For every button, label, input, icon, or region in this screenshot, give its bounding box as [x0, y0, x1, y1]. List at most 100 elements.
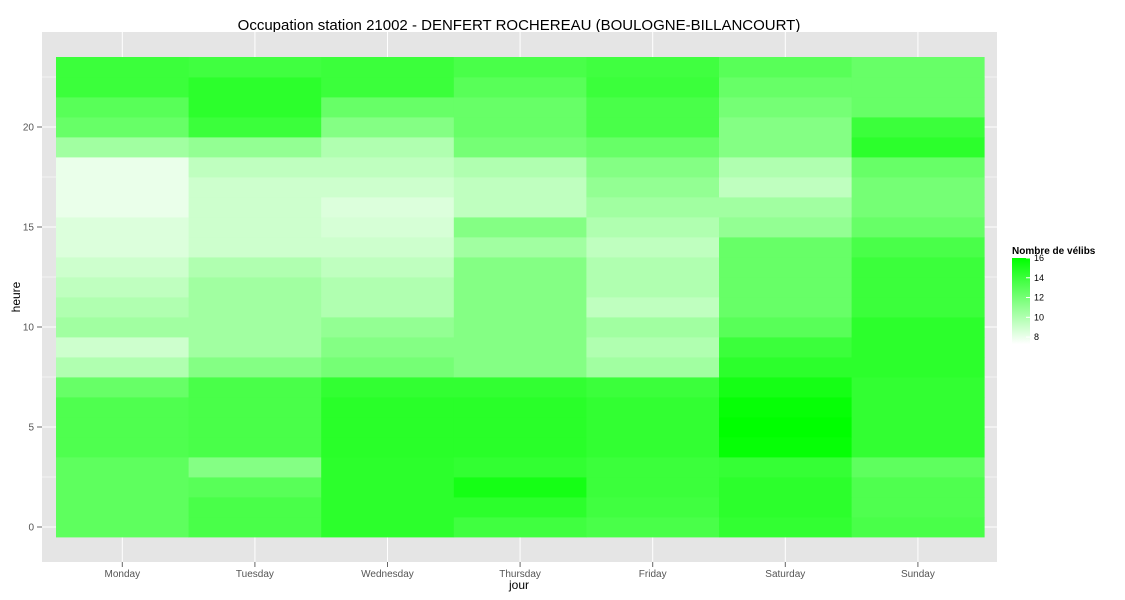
heatmap-cell: [586, 457, 720, 478]
heatmap-cell: [851, 117, 985, 138]
heatmap-cell: [188, 77, 322, 98]
heatmap-cell: [188, 177, 322, 198]
heatmap-cell: [719, 197, 852, 218]
heatmap-cell: [321, 117, 455, 138]
x-axis-title: jour: [508, 578, 529, 592]
heatmap-cell: [321, 57, 455, 78]
heatmap-cell: [188, 457, 322, 478]
heatmap-cell: [321, 377, 455, 398]
heatmap-cell: [56, 117, 189, 138]
heatmap-tiles: [56, 57, 985, 538]
heatmap-cell: [188, 477, 322, 498]
heatmap-cell: [719, 257, 852, 278]
heatmap-cell: [321, 157, 455, 178]
heatmap-cell: [56, 217, 189, 238]
legend-break-label: 16: [1034, 253, 1044, 263]
heatmap-cell: [321, 317, 455, 338]
heatmap-cell: [719, 377, 852, 398]
heatmap-cell: [453, 297, 587, 318]
heatmap-cell: [586, 137, 720, 158]
heatmap-cell: [719, 97, 852, 118]
heatmap-cell: [188, 317, 322, 338]
heatmap-cell: [188, 417, 322, 438]
heatmap-cell: [453, 517, 587, 538]
heatmap-cell: [321, 237, 455, 258]
chart-title: Occupation station 21002 - DENFERT ROCHE…: [238, 17, 801, 34]
heatmap-cell: [321, 437, 455, 458]
heatmap-cell: [586, 97, 720, 118]
heatmap-cell: [188, 257, 322, 278]
heatmap-cell: [56, 337, 189, 358]
heatmap-cell: [586, 397, 720, 418]
x-tick-label: Wednesday: [361, 569, 414, 580]
heatmap-cell: [56, 297, 189, 318]
heatmap-cell: [56, 477, 189, 498]
heatmap-cell: [586, 77, 720, 98]
heatmap-cell: [719, 457, 852, 478]
y-axis: 0 5 10 15 20: [23, 123, 42, 534]
heatmap-cell: [56, 417, 189, 438]
heatmap-cell: [719, 337, 852, 358]
heatmap-cell: [188, 337, 322, 358]
heatmap-cell: [719, 57, 852, 78]
heatmap-cell: [719, 417, 852, 438]
heatmap-cell: [56, 137, 189, 158]
heatmap-cell: [851, 317, 985, 338]
heatmap-cell: [321, 457, 455, 478]
heatmap-cell: [586, 517, 720, 538]
heatmap-cell: [851, 337, 985, 358]
heatmap-cell: [586, 197, 720, 218]
heatmap-cell: [719, 357, 852, 378]
heatmap-cell: [321, 497, 455, 518]
heatmap-cell: [453, 157, 587, 178]
heatmap-cell: [321, 397, 455, 418]
heatmap-cell: [188, 517, 322, 538]
heatmap-cell: [586, 297, 720, 318]
heatmap-cell: [188, 297, 322, 318]
heatmap-cell: [321, 257, 455, 278]
heatmap-cell: [586, 277, 720, 298]
heatmap-cell: [586, 337, 720, 358]
heatmap-cell: [586, 377, 720, 398]
heatmap-cell: [56, 457, 189, 478]
heatmap-cell: [719, 517, 852, 538]
heatmap-cell: [851, 357, 985, 378]
heatmap-cell: [56, 57, 189, 78]
heatmap-cell: [586, 437, 720, 458]
legend-break-label: 14: [1034, 273, 1044, 283]
heatmap-cell: [321, 77, 455, 98]
heatmap-cell: [851, 157, 985, 178]
x-tick-label: Monday: [105, 569, 141, 580]
heatmap-cell: [453, 477, 587, 498]
heatmap-cell: [453, 77, 587, 98]
heatmap-cell: [586, 317, 720, 338]
heatmap-cell: [453, 497, 587, 518]
heatmap-cell: [56, 517, 189, 538]
heatmap-cell: [719, 177, 852, 198]
heatmap-cell: [188, 157, 322, 178]
heatmap-cell: [719, 497, 852, 518]
heatmap-cell: [321, 477, 455, 498]
heatmap-cell: [586, 217, 720, 238]
heatmap-cell: [188, 117, 322, 138]
y-tick-label: 0: [28, 523, 34, 534]
heatmap-cell: [321, 137, 455, 158]
heatmap-cell: [851, 217, 985, 238]
heatmap-cell: [719, 237, 852, 258]
x-tick-label: Tuesday: [236, 569, 274, 580]
heatmap-cell: [453, 337, 587, 358]
heatmap-cell: [188, 357, 322, 378]
heatmap-cell: [851, 377, 985, 398]
heatmap-cell: [56, 377, 189, 398]
heatmap-cell: [453, 417, 587, 438]
y-tick-label: 20: [23, 123, 35, 134]
heatmap-cell: [719, 317, 852, 338]
heatmap-cell: [321, 217, 455, 238]
heatmap-cell: [321, 297, 455, 318]
heatmap-cell: [453, 357, 587, 378]
heatmap-cell: [188, 217, 322, 238]
heatmap-cell: [188, 377, 322, 398]
legend-breaks: 8 10 12 14 16: [1026, 253, 1044, 342]
heatmap-cell: [851, 257, 985, 278]
y-tick-label: 15: [23, 223, 35, 234]
